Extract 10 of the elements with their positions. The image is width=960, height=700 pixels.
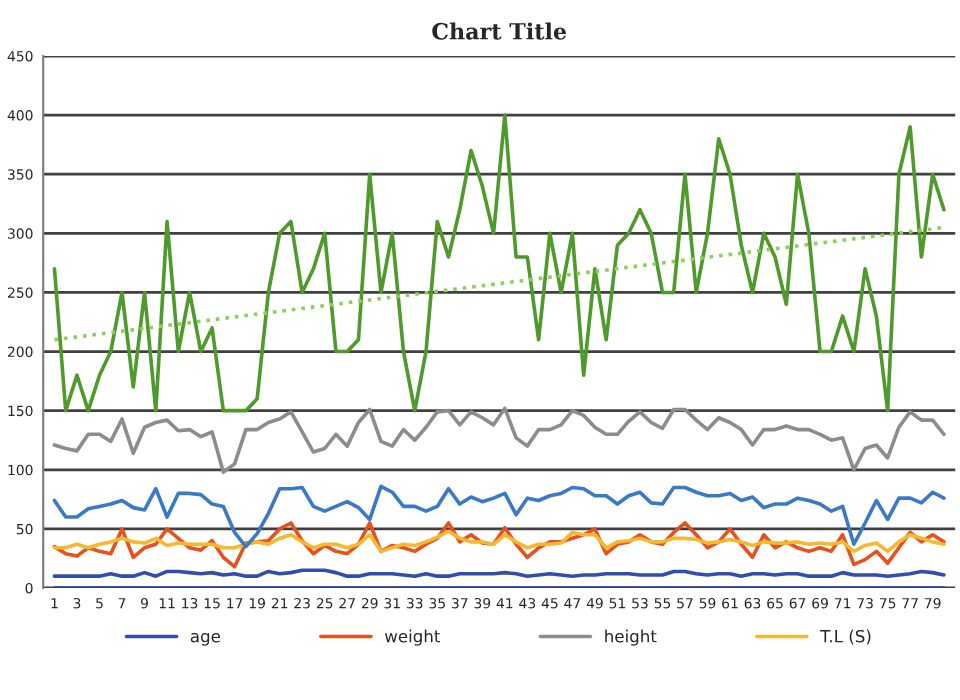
line-series (52, 406, 946, 474)
line-series (52, 529, 946, 554)
legend-label: T.L (S) (820, 629, 871, 645)
line-series (52, 521, 946, 569)
line-series (52, 113, 946, 413)
legend-label: age (190, 632, 221, 646)
legend-label: height (605, 629, 657, 646)
chart-title: Chart Title (432, 22, 567, 40)
legend-label: weight (384, 629, 441, 646)
line-series (52, 484, 946, 549)
